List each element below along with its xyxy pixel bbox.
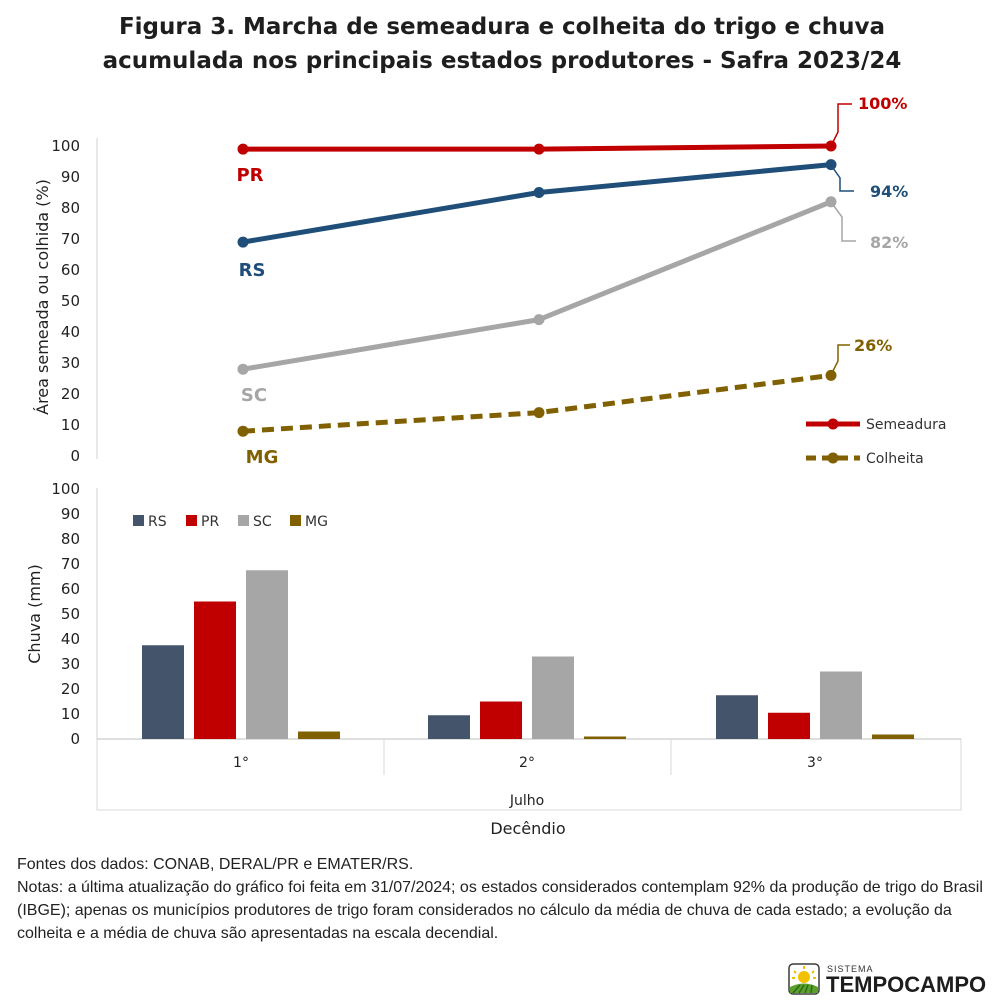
data-point-sc (825, 196, 837, 208)
data-point-pr (533, 143, 545, 155)
bar-pr (480, 701, 522, 739)
line-y-tick-label: 100 (51, 137, 80, 155)
line-y-tick-label: 60 (61, 261, 80, 279)
series-line-rs (242, 162, 832, 245)
logo-small-text: SISTEMA (827, 964, 874, 974)
end-label-leader-mg (830, 344, 850, 376)
line-y-tick-label: 20 (61, 385, 80, 403)
line-y-tick-label: 0 (70, 447, 80, 465)
bar-y-tick-label: 20 (61, 680, 80, 698)
bar-sc (532, 656, 574, 739)
series-label-mg: MG (246, 447, 279, 468)
sources-text: Fontes dos dados: CONAB, DERAL/PR e EMAT… (17, 856, 414, 873)
line-y-tick-label: 70 (61, 230, 80, 248)
data-point-mg (533, 407, 545, 419)
end-label-leader-sc (830, 201, 856, 242)
line-y-tick-label: 10 (61, 416, 80, 434)
bar-x-tick-label: 3° (807, 755, 823, 771)
bar-mg (298, 731, 340, 739)
chart-title: Figura 3. Marcha de semeadura e colheita… (0, 10, 1004, 78)
legend-marker-semeadura (827, 418, 839, 430)
line-chart: 0 10 20 30 40 50 60 70 80 90 100 Área semeada ou co… (33, 94, 946, 468)
bar-rs (428, 715, 470, 739)
bar-sc (820, 671, 862, 739)
bar-x-tick-label: 2° (519, 755, 535, 771)
bar-y-tick-label: 10 (61, 705, 80, 723)
data-point-rs (237, 236, 249, 248)
line-y-tick-label: 30 (61, 354, 80, 372)
bar-legend-swatch-mg (290, 515, 301, 526)
bar-chart: 0 10 20 30 40 50 60 70 80 90 100 Chuva (mm) 1° 2° 3° Ju… (25, 480, 962, 838)
end-label-mg: 26% (854, 336, 892, 355)
line-y-tick-label: 80 (61, 199, 80, 217)
bar-y-tick-label: 70 (61, 555, 80, 573)
bar-y-tick-label: 0 (70, 730, 80, 748)
end-label-leader-pr (830, 103, 852, 147)
bar-y-tick-label: 50 (61, 605, 80, 623)
bar-mg (584, 736, 626, 739)
end-label-pr: 100% (858, 94, 907, 113)
series-label-sc: SC (241, 385, 267, 406)
bar-y-tick-label: 80 (61, 530, 80, 548)
bar-rs (716, 695, 758, 739)
bar-x-tick-label: 1° (233, 755, 249, 771)
bar-y-tick-label: 60 (61, 580, 80, 598)
legend-marker-colheita (827, 452, 839, 464)
bar-group-label: Julho (509, 793, 544, 809)
tempocampo-logo: SISTEMA TEMPOCAMPO (788, 963, 988, 999)
data-point-mg (825, 369, 837, 381)
bar-x-axis-title: Decêndio (490, 819, 565, 838)
bar-y-tick-label: 40 (61, 630, 80, 648)
data-point-mg (237, 425, 249, 437)
bar-legend-swatch-pr (186, 515, 197, 526)
bar-legend-label-sc: SC (253, 514, 272, 530)
data-point-rs (825, 159, 837, 171)
legend-label-semeadura: Semeadura (866, 417, 946, 433)
bar-legend-swatch-sc (238, 515, 249, 526)
sun-field-icon (788, 963, 820, 995)
series-label-rs: RS (239, 260, 266, 281)
chart-title-line-2: acumulada nos principais estados produto… (102, 48, 902, 74)
series-label-pr: PR (236, 165, 263, 186)
chart-title-line-1: Figura 3. Marcha de semeadura e colheita… (118, 14, 886, 40)
legend-label-colheita: Colheita (866, 451, 924, 467)
end-label-leader-rs (830, 164, 854, 192)
end-label-sc: 82% (870, 233, 908, 252)
bar-y-tick-label: 30 (61, 655, 80, 673)
line-y-tick-label: 90 (61, 168, 80, 186)
data-point-sc (533, 314, 545, 326)
bar-pr (194, 601, 236, 739)
notes-text: Notas: a última atualização do gráfico f… (17, 879, 983, 942)
bar-legend-label-mg: MG (305, 514, 328, 530)
footer-notes: Fontes dos dados: CONAB, DERAL/PR e EMAT… (17, 853, 992, 945)
logo-wordmark: TEMPOCAMPO (826, 972, 987, 997)
end-label-rs: 94% (870, 182, 908, 201)
bar-sc (246, 570, 288, 739)
bar-y-tick-label: 100 (51, 480, 80, 498)
line-y-axis-title: Área semeada ou colhida (%) (33, 179, 52, 415)
bar-pr (768, 712, 810, 739)
bar-mg (872, 734, 914, 739)
data-point-pr (237, 143, 249, 155)
bar-rs (142, 645, 184, 739)
line-y-tick-label: 40 (61, 323, 80, 341)
series-line-mg (242, 372, 832, 434)
bar-y-axis-title: Chuva (mm) (25, 564, 44, 663)
line-y-tick-label: 50 (61, 292, 80, 310)
bar-legend-label-pr: PR (201, 514, 219, 530)
bar-y-tick-label: 90 (61, 505, 80, 523)
bar-legend-swatch-rs (133, 515, 144, 526)
data-point-rs (533, 187, 545, 198)
data-point-sc (237, 363, 249, 375)
bar-legend-label-rs: RS (148, 514, 167, 530)
